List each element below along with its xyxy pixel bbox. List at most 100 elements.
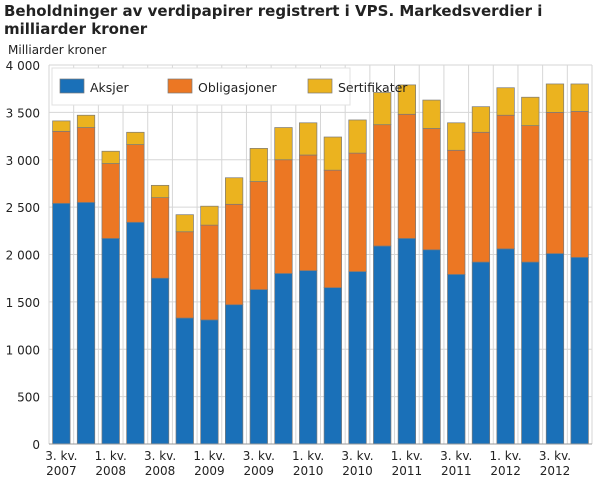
y-tick-label: 4 000 <box>6 59 40 73</box>
bar-sertifikater <box>323 136 342 171</box>
bar-aksjer <box>323 287 342 445</box>
bar-sertifikater <box>200 205 219 226</box>
bar-aksjer <box>101 238 120 445</box>
bar-sertifikater <box>447 122 466 151</box>
bar-aksjer <box>274 273 293 445</box>
y-tick-label: 3 500 <box>6 106 40 120</box>
bar-aksjer <box>126 221 145 445</box>
bar-aksjer <box>521 261 540 445</box>
bar-obligasjoner <box>471 131 491 263</box>
bar-obligasjoner <box>323 169 342 289</box>
bar-sertifikater <box>570 83 589 112</box>
legend-label-sertifikater: Sertifikater <box>338 80 408 95</box>
bar-aksjer <box>52 202 71 445</box>
legend-label-obligasjoner: Obligasjoner <box>198 80 278 95</box>
bar-sertifikater <box>76 114 96 128</box>
bar-obligasjoner <box>76 127 96 203</box>
bar-sertifikater <box>225 177 244 205</box>
bar-aksjer <box>373 245 392 445</box>
bar-obligasjoner <box>397 113 416 239</box>
bar-sertifikater <box>126 131 145 145</box>
x-tick-label: 1. kv. <box>193 449 225 463</box>
bar-aksjer <box>348 271 367 445</box>
bar-sertifikater <box>150 184 170 199</box>
bar-aksjer <box>545 253 565 445</box>
bar-sertifikater <box>496 87 515 116</box>
y-tick-label: 1 500 <box>6 296 40 310</box>
legend-label-aksjer: Aksjer <box>90 80 129 95</box>
bar-obligasjoner <box>447 149 466 275</box>
x-tick-label-year: 2012 <box>540 464 571 478</box>
bar-obligasjoner <box>521 125 540 263</box>
bar-obligasjoner <box>348 152 367 272</box>
bar-sertifikater <box>274 127 293 161</box>
bar-aksjer <box>76 202 96 445</box>
bar-obligasjoner <box>422 128 441 251</box>
bar-aksjer <box>200 319 219 445</box>
y-tick-label: 2 000 <box>6 249 40 263</box>
chart-title: Beholdninger av verdipapirer registrert … <box>4 2 543 38</box>
y-tick-label: 500 <box>17 391 40 405</box>
bar-sertifikater <box>101 150 120 164</box>
x-tick-label: 1. kv. <box>95 449 127 463</box>
y-axis-label: Milliarder kroner <box>8 43 107 57</box>
legend-swatch-aksjer <box>59 78 85 94</box>
bar-sertifikater <box>471 106 491 133</box>
bar-sertifikater <box>52 120 71 132</box>
bar-obligasjoner <box>126 144 145 223</box>
bar-aksjer <box>422 249 441 445</box>
bar-aksjer <box>397 238 416 445</box>
x-tick-label-year: 2009 <box>194 464 225 478</box>
bar-obligasjoner <box>52 130 71 204</box>
bar-obligasjoner <box>200 224 219 321</box>
y-tick-label: 0 <box>32 438 40 452</box>
legend-swatch-sertifikater <box>307 78 333 94</box>
x-tick-label: 1. kv. <box>391 449 423 463</box>
bar-obligasjoner <box>496 114 515 250</box>
bar-sertifikater <box>373 92 392 126</box>
bar-obligasjoner <box>373 124 392 247</box>
bar-sertifikater <box>299 122 318 156</box>
bar-aksjer <box>225 304 244 445</box>
y-tick-label: 1 000 <box>6 343 40 357</box>
bar-aksjer <box>249 289 268 445</box>
x-tick-label: 3. kv. <box>539 449 571 463</box>
x-tick-label-year: 2008 <box>145 464 176 478</box>
x-tick-label: 3. kv. <box>144 449 176 463</box>
bar-obligasjoner <box>299 154 318 271</box>
bar-obligasjoner <box>175 231 194 319</box>
x-tick-label: 3. kv. <box>341 449 373 463</box>
x-tick-label: 3. kv. <box>45 449 77 463</box>
legend-swatch-obligasjoner <box>167 78 193 94</box>
bar-aksjer <box>150 277 170 445</box>
bar-aksjer <box>570 256 589 445</box>
bar-obligasjoner <box>570 111 589 258</box>
x-tick-label-year: 2011 <box>392 464 423 478</box>
x-tick-label-year: 2012 <box>490 464 521 478</box>
bar-obligasjoner <box>545 112 565 254</box>
bar-obligasjoner <box>150 197 170 279</box>
x-tick-label-year: 2008 <box>95 464 126 478</box>
bar-aksjer <box>496 248 515 445</box>
x-tick-label: 3. kv. <box>243 449 275 463</box>
x-tick-label-year: 2010 <box>342 464 373 478</box>
bar-obligasjoner <box>249 181 268 290</box>
y-tick-label: 3 000 <box>6 154 40 168</box>
bar-obligasjoner <box>274 159 293 274</box>
bar-aksjer <box>447 274 466 445</box>
bar-sertifikater <box>249 148 268 182</box>
x-tick-label: 1. kv. <box>292 449 324 463</box>
bar-sertifikater <box>348 119 367 154</box>
bar-aksjer <box>175 317 194 445</box>
bar-obligasjoner <box>225 203 244 306</box>
bar-sertifikater <box>521 96 540 126</box>
x-tick-label-year: 2010 <box>293 464 324 478</box>
bar-sertifikater <box>422 99 441 129</box>
bar-obligasjoner <box>101 163 120 239</box>
bar-sertifikater <box>397 84 416 115</box>
x-tick-label-year: 2007 <box>46 464 77 478</box>
bar-sertifikater <box>545 83 565 113</box>
bar-aksjer <box>299 270 318 445</box>
